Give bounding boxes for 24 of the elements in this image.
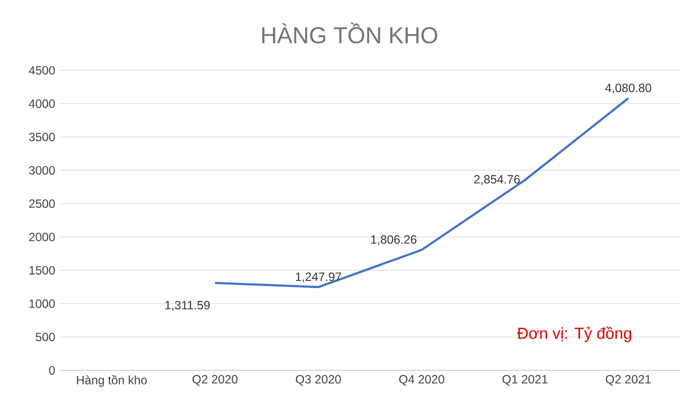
y-tick-label: 2500 [29, 199, 55, 208]
x-tick-label: Q3 2020 [296, 375, 341, 386]
y-tick-label: 2000 [29, 232, 55, 242]
y-tick-label: 3500 [29, 132, 55, 142]
y-tick-label: 500 [36, 332, 55, 342]
y-tick-label: 3000 [29, 166, 55, 175]
data-label: 1,806.26 [371, 235, 416, 246]
x-tick-label: Hàng tồn kho [76, 375, 147, 387]
y-tick-label: 1500 [30, 266, 55, 275]
data-label: 2,854.76 [474, 175, 520, 185]
chart-title: HÀNG TỒN KHO [262, 22, 438, 44]
line-series [214, 97, 630, 288]
x-tick-label: Q4 2020 [399, 375, 444, 386]
x-tick-label: Q2 2021 [606, 375, 651, 386]
data-label: 4,080.80 [605, 84, 652, 94]
y-tick-label: 4500 [28, 66, 55, 75]
x-tick-label: Q1 2021 [502, 375, 548, 386]
data-label: 1,311.59 [165, 300, 210, 311]
annotation: Đơn vị: Tỷ đồng [517, 326, 632, 342]
y-tick-label: 4000 [28, 99, 55, 108]
y-tick-label: 0 [49, 366, 55, 375]
data-label: 1,247.97 [296, 272, 342, 282]
x-tick-label: Q2 2020 [192, 375, 238, 386]
y-tick-label: 1000 [30, 299, 55, 308]
